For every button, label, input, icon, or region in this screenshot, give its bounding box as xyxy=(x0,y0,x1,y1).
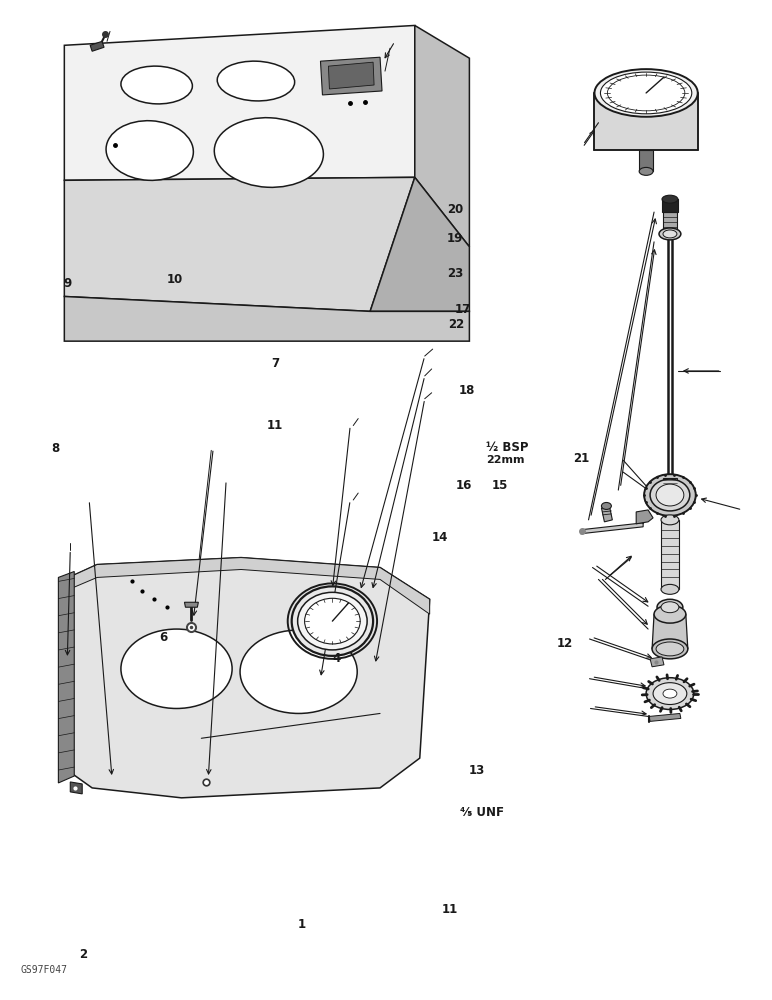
Text: 7: 7 xyxy=(271,357,279,370)
Polygon shape xyxy=(662,199,678,212)
Polygon shape xyxy=(59,571,74,783)
Polygon shape xyxy=(663,478,677,490)
Ellipse shape xyxy=(646,678,694,709)
Polygon shape xyxy=(64,558,430,614)
Ellipse shape xyxy=(326,604,365,634)
Ellipse shape xyxy=(153,590,171,604)
Ellipse shape xyxy=(217,61,295,101)
Polygon shape xyxy=(222,583,370,637)
Polygon shape xyxy=(328,62,374,89)
Text: 8: 8 xyxy=(51,442,59,455)
Text: 14: 14 xyxy=(432,531,448,544)
Polygon shape xyxy=(661,520,679,589)
Text: 22mm: 22mm xyxy=(486,455,524,465)
Text: 11: 11 xyxy=(442,903,458,916)
Text: ⅘ UNF: ⅘ UNF xyxy=(460,806,504,819)
Ellipse shape xyxy=(121,66,192,104)
Text: 23: 23 xyxy=(447,267,463,280)
Text: 19: 19 xyxy=(447,232,463,245)
Polygon shape xyxy=(64,25,415,180)
Ellipse shape xyxy=(608,75,685,111)
Text: 12: 12 xyxy=(557,637,573,650)
Ellipse shape xyxy=(292,586,373,656)
Ellipse shape xyxy=(601,502,611,509)
Polygon shape xyxy=(663,212,677,232)
Polygon shape xyxy=(185,602,198,607)
Text: 6: 6 xyxy=(160,631,168,644)
Ellipse shape xyxy=(663,230,677,238)
Ellipse shape xyxy=(121,629,232,708)
Ellipse shape xyxy=(298,592,367,650)
Ellipse shape xyxy=(663,689,677,698)
Polygon shape xyxy=(581,523,643,534)
Ellipse shape xyxy=(650,479,690,511)
Polygon shape xyxy=(90,41,104,51)
Ellipse shape xyxy=(369,586,387,600)
Text: 2: 2 xyxy=(80,948,87,961)
Polygon shape xyxy=(150,583,390,671)
Text: ½ BSP: ½ BSP xyxy=(486,441,528,454)
Polygon shape xyxy=(64,558,430,798)
Ellipse shape xyxy=(153,657,171,671)
Ellipse shape xyxy=(653,683,687,705)
Text: 18: 18 xyxy=(459,384,475,397)
Text: 5: 5 xyxy=(332,599,340,612)
Polygon shape xyxy=(167,591,375,667)
Ellipse shape xyxy=(369,657,387,671)
Ellipse shape xyxy=(639,167,653,175)
Polygon shape xyxy=(370,177,469,311)
Polygon shape xyxy=(594,93,698,150)
Text: 3: 3 xyxy=(332,625,340,638)
Polygon shape xyxy=(415,25,469,247)
Text: 1: 1 xyxy=(298,918,306,931)
Ellipse shape xyxy=(106,121,193,180)
Ellipse shape xyxy=(654,605,686,623)
Polygon shape xyxy=(64,296,469,341)
Ellipse shape xyxy=(215,118,323,187)
Text: 21: 21 xyxy=(574,452,590,465)
Ellipse shape xyxy=(656,642,684,656)
Polygon shape xyxy=(636,510,653,524)
Ellipse shape xyxy=(659,228,681,240)
Polygon shape xyxy=(601,506,612,522)
Text: 20: 20 xyxy=(447,203,463,216)
Ellipse shape xyxy=(644,474,696,516)
Text: 16: 16 xyxy=(456,479,472,492)
Ellipse shape xyxy=(235,605,323,657)
Text: 15: 15 xyxy=(491,479,508,492)
Ellipse shape xyxy=(656,484,684,506)
Polygon shape xyxy=(64,177,415,311)
Ellipse shape xyxy=(661,515,679,525)
Ellipse shape xyxy=(594,69,698,117)
Text: 13: 13 xyxy=(469,764,485,777)
Text: GS97F047: GS97F047 xyxy=(21,965,68,975)
Ellipse shape xyxy=(601,72,692,114)
Text: 10: 10 xyxy=(167,273,184,286)
Text: 22: 22 xyxy=(449,318,465,331)
Ellipse shape xyxy=(661,602,679,613)
Ellipse shape xyxy=(240,630,357,713)
Ellipse shape xyxy=(305,598,361,644)
Text: 9: 9 xyxy=(64,277,72,290)
Ellipse shape xyxy=(657,599,683,615)
Text: 11: 11 xyxy=(267,419,283,432)
Polygon shape xyxy=(70,782,82,794)
Polygon shape xyxy=(652,614,688,649)
Text: 4: 4 xyxy=(332,652,340,665)
Text: 17: 17 xyxy=(455,303,471,316)
Polygon shape xyxy=(650,657,664,667)
Ellipse shape xyxy=(662,195,678,203)
Polygon shape xyxy=(320,57,382,95)
Polygon shape xyxy=(649,713,681,721)
Polygon shape xyxy=(639,150,653,171)
Ellipse shape xyxy=(661,584,679,594)
Ellipse shape xyxy=(652,639,688,659)
